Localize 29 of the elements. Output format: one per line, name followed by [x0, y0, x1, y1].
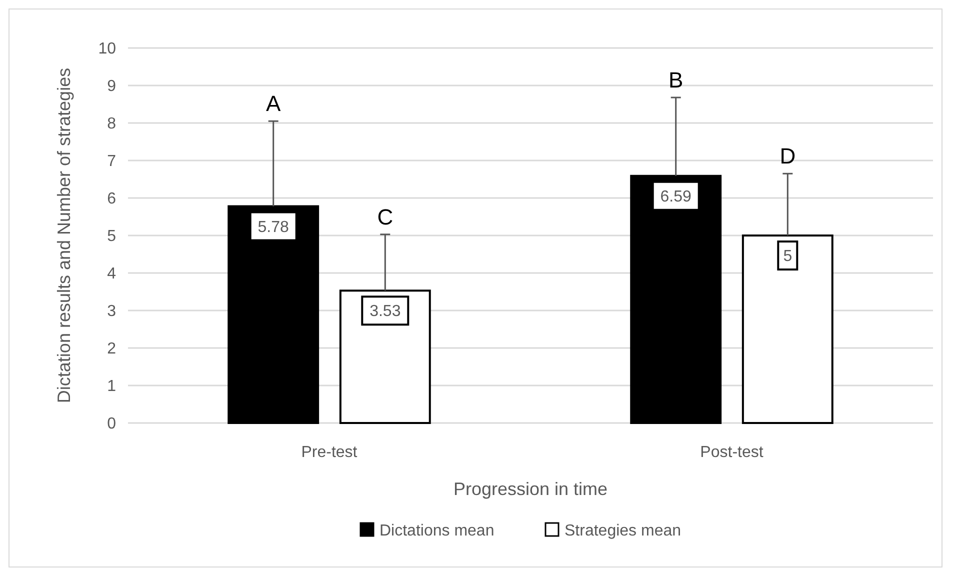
data-label: 3.53	[370, 303, 401, 320]
bar	[742, 234, 834, 424]
x-axis-title: Progression in time	[453, 479, 608, 499]
y-axis-title: Dictation results and Number of strategies	[54, 68, 74, 404]
legend-label: Dictations mean	[380, 522, 494, 540]
y-tick-label: 7	[107, 153, 116, 170]
bar	[228, 205, 320, 424]
annotation: D	[780, 144, 796, 169]
data-label: 6.59	[660, 188, 692, 206]
y-tick-label: 6	[107, 190, 116, 208]
y-tick-label: 2	[107, 340, 116, 358]
y-tick-label: 1	[107, 378, 116, 396]
y-tick-label: 4	[107, 266, 116, 283]
bar	[339, 290, 431, 424]
data-label: 5.78	[258, 218, 290, 236]
x-tick-label: Post-test	[700, 444, 764, 461]
x-tick-label: Pre-test	[301, 444, 358, 461]
y-tick-label: 3	[107, 303, 116, 320]
y-tick-label: 9	[107, 78, 116, 96]
y-tick-label: 8	[107, 116, 116, 133]
y-tick-label: 0	[107, 416, 116, 433]
annotation: B	[668, 68, 684, 92]
annotation: A	[266, 91, 282, 116]
y-tick-label: 10	[98, 40, 116, 58]
bar	[630, 174, 722, 424]
y-tick-label: 5	[107, 228, 116, 246]
data-label: 5	[783, 248, 792, 266]
annotation: C	[377, 204, 394, 230]
legend-label: Strategies mean	[564, 522, 682, 540]
